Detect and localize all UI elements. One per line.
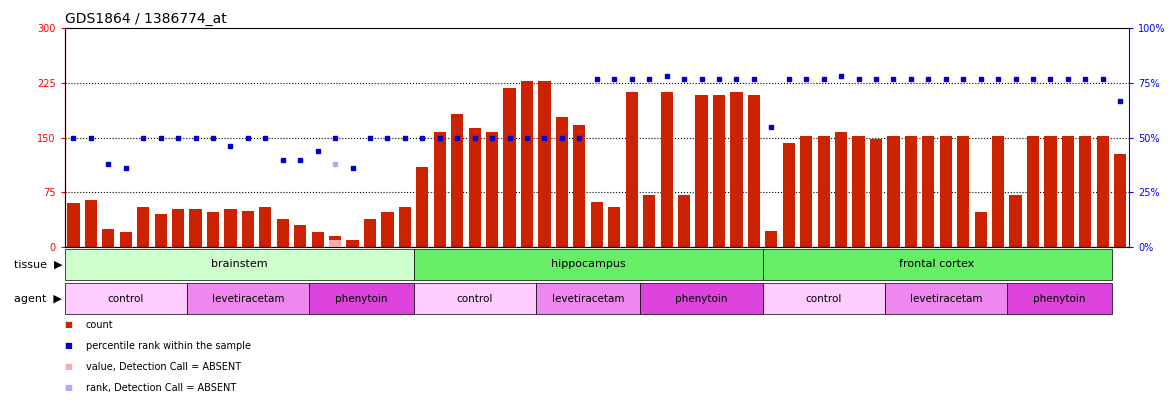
Bar bbox=[312, 232, 323, 247]
Bar bbox=[783, 143, 795, 247]
Bar bbox=[1114, 154, 1127, 247]
Bar bbox=[521, 81, 533, 247]
Bar bbox=[643, 194, 655, 247]
Text: percentile rank within the sample: percentile rank within the sample bbox=[86, 341, 250, 351]
Bar bbox=[748, 96, 760, 247]
Bar bbox=[416, 167, 428, 247]
Bar bbox=[730, 92, 742, 247]
Bar bbox=[225, 209, 236, 247]
Bar bbox=[434, 132, 446, 247]
Bar bbox=[65, 283, 187, 314]
Bar bbox=[329, 236, 341, 247]
Text: control: control bbox=[456, 294, 493, 304]
Bar bbox=[65, 249, 414, 280]
Bar bbox=[835, 132, 847, 247]
Bar bbox=[381, 212, 394, 247]
Bar bbox=[309, 283, 414, 314]
Text: ■: ■ bbox=[65, 362, 73, 371]
Bar bbox=[993, 136, 1004, 247]
Bar bbox=[1007, 283, 1111, 314]
Text: phenytoin: phenytoin bbox=[1033, 294, 1085, 304]
Bar bbox=[187, 283, 309, 314]
Bar bbox=[102, 229, 114, 247]
Bar bbox=[713, 96, 726, 247]
Bar bbox=[414, 283, 536, 314]
Bar bbox=[870, 139, 882, 247]
Bar bbox=[207, 212, 219, 247]
Bar bbox=[452, 114, 463, 247]
Text: levetiracetam: levetiracetam bbox=[552, 294, 624, 304]
Bar bbox=[661, 92, 673, 247]
Text: ■: ■ bbox=[65, 383, 73, 392]
Text: phenytoin: phenytoin bbox=[675, 294, 728, 304]
Bar bbox=[762, 249, 1111, 280]
Bar bbox=[695, 96, 708, 247]
Bar bbox=[1062, 136, 1074, 247]
Bar bbox=[762, 283, 884, 314]
Bar bbox=[138, 207, 149, 247]
Text: tissue  ▶: tissue ▶ bbox=[14, 259, 62, 269]
Text: agent  ▶: agent ▶ bbox=[14, 294, 62, 304]
Bar bbox=[1044, 136, 1056, 247]
Bar bbox=[1027, 136, 1040, 247]
Bar bbox=[556, 117, 568, 247]
Bar bbox=[975, 212, 987, 247]
Bar bbox=[259, 207, 272, 247]
Bar bbox=[940, 136, 951, 247]
Bar bbox=[539, 81, 550, 247]
Bar bbox=[329, 240, 341, 247]
Text: rank, Detection Call = ABSENT: rank, Detection Call = ABSENT bbox=[86, 383, 236, 393]
Bar bbox=[399, 207, 410, 247]
Bar bbox=[922, 136, 935, 247]
Bar bbox=[414, 249, 762, 280]
Bar bbox=[800, 136, 813, 247]
Bar bbox=[503, 88, 516, 247]
Text: count: count bbox=[86, 320, 113, 330]
Bar bbox=[85, 200, 96, 247]
Text: levetiracetam: levetiracetam bbox=[212, 294, 285, 304]
Text: GDS1864 / 1386774_at: GDS1864 / 1386774_at bbox=[65, 12, 227, 26]
Bar bbox=[172, 209, 185, 247]
Text: phenytoin: phenytoin bbox=[335, 294, 388, 304]
Bar bbox=[120, 232, 132, 247]
Bar bbox=[1009, 194, 1022, 247]
Bar bbox=[641, 283, 762, 314]
Text: control: control bbox=[107, 294, 143, 304]
Bar bbox=[626, 92, 637, 247]
Text: control: control bbox=[806, 294, 842, 304]
Bar bbox=[154, 214, 167, 247]
Bar bbox=[677, 194, 690, 247]
Bar bbox=[573, 125, 586, 247]
Bar bbox=[590, 202, 603, 247]
Bar bbox=[468, 128, 481, 247]
Bar bbox=[486, 132, 499, 247]
Text: hippocampus: hippocampus bbox=[550, 259, 626, 269]
Bar bbox=[536, 283, 641, 314]
Bar bbox=[817, 136, 830, 247]
Bar bbox=[1080, 136, 1091, 247]
Bar bbox=[276, 220, 289, 247]
Bar bbox=[347, 240, 359, 247]
Bar bbox=[242, 211, 254, 247]
Bar bbox=[1097, 136, 1109, 247]
Bar bbox=[766, 231, 777, 247]
Bar bbox=[904, 136, 917, 247]
Bar bbox=[608, 207, 621, 247]
Bar bbox=[294, 225, 306, 247]
Bar bbox=[884, 283, 1007, 314]
Text: frontal cortex: frontal cortex bbox=[900, 259, 975, 269]
Bar bbox=[888, 136, 900, 247]
Text: value, Detection Call = ABSENT: value, Detection Call = ABSENT bbox=[86, 362, 241, 372]
Text: ■: ■ bbox=[65, 320, 73, 329]
Bar bbox=[67, 203, 80, 247]
Bar bbox=[189, 209, 201, 247]
Text: ■: ■ bbox=[65, 341, 73, 350]
Bar bbox=[853, 136, 864, 247]
Bar bbox=[957, 136, 969, 247]
Bar bbox=[363, 220, 376, 247]
Text: levetiracetam: levetiracetam bbox=[909, 294, 982, 304]
Text: brainstem: brainstem bbox=[211, 259, 267, 269]
